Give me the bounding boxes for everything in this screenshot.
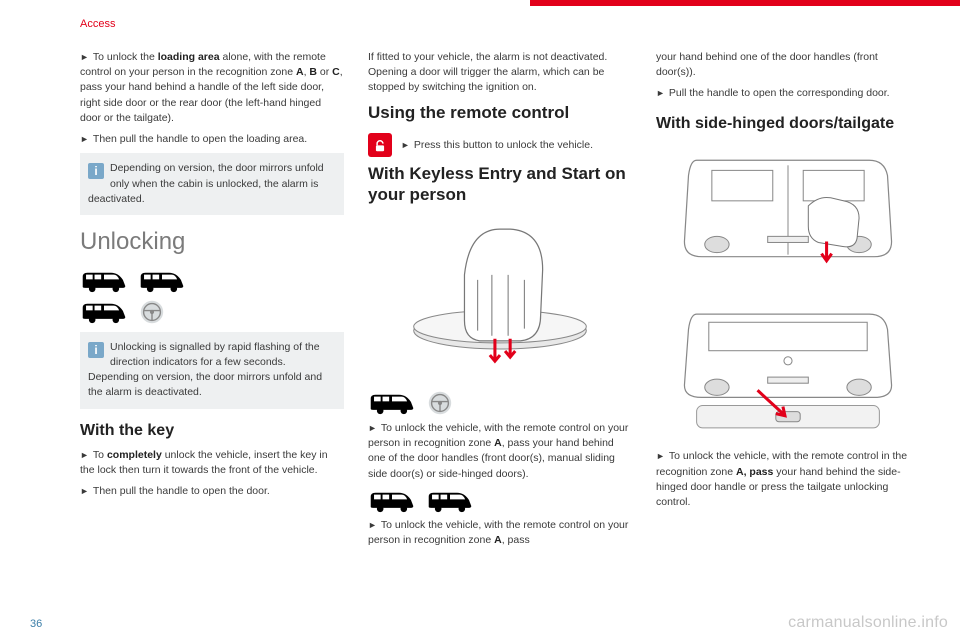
column-2: If fitted to your vehicle, the alarm is … bbox=[368, 50, 632, 610]
info-box: i Unlocking is signalled by rapid flashi… bbox=[80, 332, 344, 409]
bullet-icon bbox=[80, 485, 93, 497]
vehicle-icons-row bbox=[80, 268, 344, 294]
van-icon bbox=[368, 488, 416, 514]
van-icon bbox=[80, 268, 128, 294]
bullet-icon bbox=[368, 422, 381, 434]
para: Then pull the handle to open the door. bbox=[80, 484, 344, 499]
heading-unlocking: Unlocking bbox=[80, 225, 344, 260]
heading-remote: Using the remote control bbox=[368, 102, 632, 123]
text-bold: A, pass bbox=[736, 466, 773, 478]
bullet-icon bbox=[401, 139, 414, 151]
para: If fitted to your vehicle, the alarm is … bbox=[368, 50, 632, 96]
text: or bbox=[317, 66, 332, 78]
heading-with-key: With the key bbox=[80, 419, 344, 442]
para: To unlock the vehicle, with the remote c… bbox=[368, 421, 632, 482]
para: To unlock the vehicle, with the remote c… bbox=[656, 449, 920, 510]
page-number: 36 bbox=[30, 618, 42, 630]
heading-side-hinged: With side-hinged doors/tailgate bbox=[656, 112, 920, 135]
info-box: i Depending on version, the door mirrors… bbox=[80, 153, 344, 215]
text: Then pull the handle to open the loading… bbox=[93, 133, 307, 145]
top-red-bar bbox=[530, 0, 960, 6]
info-icon: i bbox=[88, 163, 104, 179]
para: To unlock the loading area alone, with t… bbox=[80, 50, 344, 126]
column-3: your hand behind one of the door handles… bbox=[656, 50, 920, 610]
info-icon: i bbox=[88, 342, 104, 358]
bullet-icon bbox=[656, 87, 669, 99]
unlock-button-icon bbox=[368, 133, 392, 157]
watermark: carmanualsonline.info bbox=[788, 614, 948, 632]
page: Access To unlock the loading area alone,… bbox=[0, 0, 960, 640]
vehicle-icons-row bbox=[368, 389, 632, 417]
text-bold: A bbox=[296, 66, 304, 78]
steering-wheel-icon bbox=[426, 389, 454, 417]
bullet-icon bbox=[80, 449, 93, 461]
hand-handle-illustration bbox=[368, 219, 632, 371]
para: Press this button to unlock the vehicle. bbox=[368, 133, 632, 157]
section-header: Access bbox=[80, 18, 115, 30]
bullet-icon bbox=[80, 133, 93, 145]
van-icon bbox=[138, 268, 186, 294]
info-text: Depending on version, the door mirrors u… bbox=[88, 162, 324, 204]
info-text: Unlocking is signalled by rapid flashing… bbox=[88, 341, 322, 399]
bullet-icon bbox=[656, 450, 669, 462]
para: Pull the handle to open the correspondin… bbox=[656, 86, 920, 101]
para: Then pull the handle to open the loading… bbox=[80, 132, 344, 147]
bullet-icon bbox=[80, 51, 93, 63]
para: To completely unlock the vehicle, insert… bbox=[80, 448, 344, 478]
text: , pass bbox=[502, 534, 530, 546]
text-bold: C bbox=[332, 66, 340, 78]
text: To bbox=[93, 449, 107, 461]
text: Pull the handle to open the correspondin… bbox=[669, 87, 890, 99]
column-1: To unlock the loading area alone, with t… bbox=[80, 50, 344, 610]
text: To unlock the bbox=[93, 51, 158, 63]
para: To unlock the vehicle, with the remote c… bbox=[368, 518, 632, 548]
bullet-icon bbox=[368, 519, 381, 531]
para: your hand behind one of the door handles… bbox=[656, 50, 920, 80]
heading-keyless: With Keyless Entry and Start on your per… bbox=[368, 163, 632, 206]
content-columns: To unlock the loading area alone, with t… bbox=[80, 50, 920, 610]
text-bold: loading area bbox=[158, 51, 220, 63]
van-icon bbox=[426, 488, 474, 514]
text-bold: A bbox=[494, 534, 502, 546]
van-rear-hand-illustration bbox=[656, 145, 920, 287]
steering-wheel-icon bbox=[138, 298, 166, 326]
vehicle-icons-row bbox=[368, 488, 632, 514]
text-bold: B bbox=[309, 66, 317, 78]
van-tailgate-illustration bbox=[656, 304, 920, 436]
text-bold: A bbox=[494, 437, 502, 449]
text: Press this button to unlock the vehicle. bbox=[414, 139, 593, 151]
text-bold: completely bbox=[107, 449, 162, 461]
van-icon bbox=[80, 299, 128, 325]
vehicle-icons-row bbox=[80, 298, 344, 326]
text: Then pull the handle to open the door. bbox=[93, 485, 270, 497]
van-icon bbox=[368, 390, 416, 416]
